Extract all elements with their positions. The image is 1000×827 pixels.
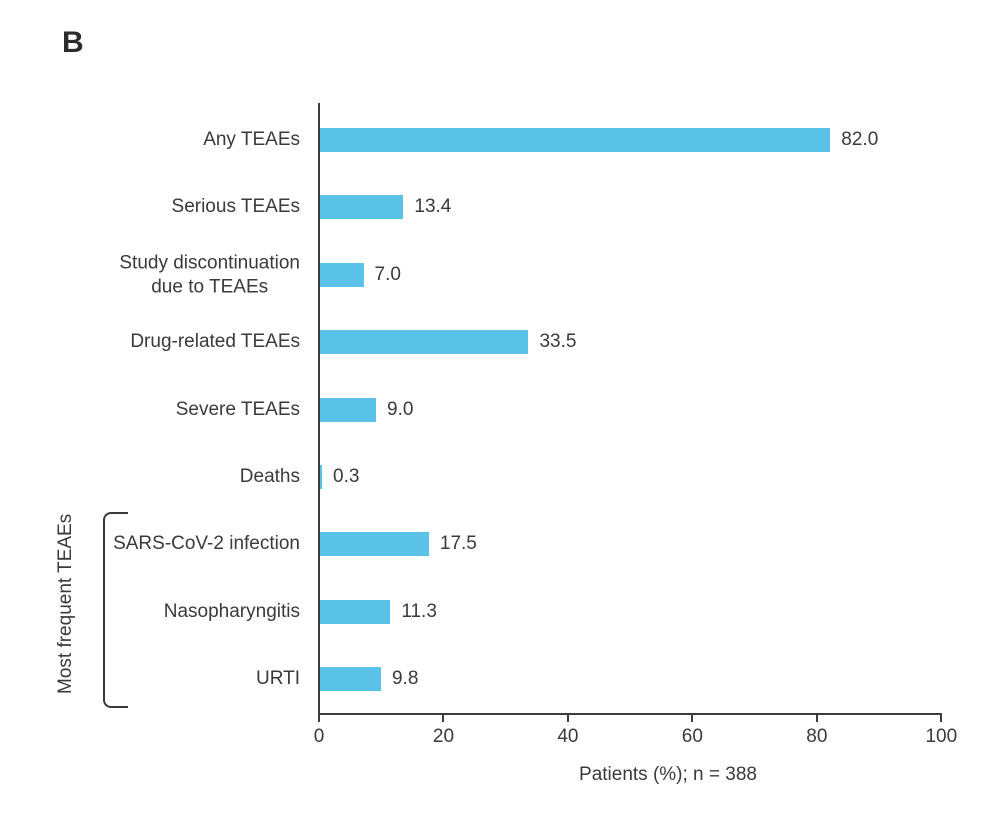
category-label: URTI (256, 668, 300, 690)
x-tick-mark (318, 715, 320, 722)
bar (320, 532, 429, 557)
category-label: Serious TEAEs (171, 196, 300, 218)
x-tick-label: 20 (432, 726, 455, 747)
bar (320, 262, 364, 287)
bar (320, 599, 391, 624)
x-tick-mark (815, 715, 818, 722)
x-tick-label: 40 (557, 726, 579, 747)
x-tick-label: 0 (313, 726, 325, 747)
value-label: 17.5 (439, 533, 477, 555)
bar (320, 465, 322, 489)
value-label: 0.3 (333, 466, 360, 487)
value-label: 33.5 (539, 331, 577, 353)
category-label: Nasopharyngitis (163, 600, 300, 622)
bar (320, 330, 529, 355)
category-label: Study discontinuation due to TEAEs (119, 252, 300, 297)
bar (320, 397, 376, 422)
category-label: Severe TEAEs (175, 398, 300, 420)
value-label: 9.8 (391, 668, 419, 690)
y-axis-line (318, 103, 320, 715)
x-axis-line (318, 713, 942, 715)
group-label: Most frequent TEAEs (55, 513, 76, 695)
value-label: 7.0 (374, 263, 401, 285)
x-tick-label: 100 (925, 726, 958, 747)
x-tick-label: 60 (681, 726, 703, 747)
value-label: 82.0 (841, 129, 879, 150)
category-label: Deaths (239, 466, 300, 488)
value-label: 13.4 (414, 196, 452, 218)
category-label: Any TEAEs (203, 129, 300, 151)
x-tick-mark (442, 715, 445, 722)
group-bracket (103, 512, 128, 708)
value-label: 11.3 (401, 600, 437, 622)
bar (320, 128, 831, 152)
category-label: Drug-related TEAEs (130, 331, 300, 353)
panel-label: B (62, 26, 84, 59)
x-tick-mark (566, 715, 569, 722)
x-axis-title: Patients (%); n = 388 (579, 764, 757, 785)
x-tick-mark (940, 715, 943, 722)
x-tick-label: 80 (806, 726, 828, 747)
x-tick-mark (691, 715, 694, 722)
value-label: 9.0 (387, 398, 414, 420)
bar (320, 667, 381, 692)
bar (320, 195, 404, 220)
category-label: SARS-CoV-2 infection (113, 533, 300, 555)
